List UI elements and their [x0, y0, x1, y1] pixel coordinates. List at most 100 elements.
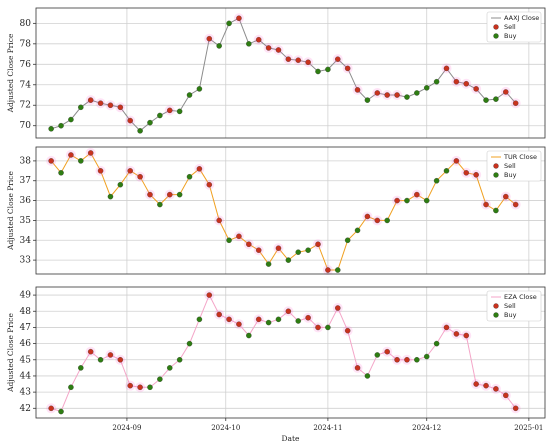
panel: 70 72 74 76 78 80 Adjusted Close Price AAXJ Clo…: [6, 7, 546, 139]
sell-marker: [453, 331, 460, 337]
sell-marker: [503, 392, 509, 399]
price-line: [51, 293, 517, 413]
sell-marker: [255, 316, 262, 323]
legend-box: [486, 150, 542, 182]
sell-marker: [137, 174, 143, 180]
y-tick-label: 78: [20, 39, 32, 49]
buy-marker: [58, 122, 64, 129]
legend-box: [486, 11, 542, 43]
sell-marker: [107, 102, 114, 108]
buy-marker: [335, 267, 341, 273]
sell-marker: [483, 382, 489, 389]
buy-marker: [354, 227, 361, 234]
sell-marker: [325, 267, 331, 273]
sell-marker: [206, 181, 213, 188]
panel: 42 43 44 45 46 47 48 49 2024-09 2024-10 2024-11 202…: [6, 286, 546, 443]
buy-marker: [433, 177, 440, 184]
legend-label: TUR Close: [503, 153, 537, 161]
sell-marker: [295, 57, 301, 63]
sell-marker: [315, 241, 321, 247]
buy-marker: [157, 376, 163, 382]
buy-marker: [423, 85, 430, 91]
sell-marker: [463, 332, 470, 339]
sell-marker: [443, 65, 450, 72]
y-tick-label: 44: [20, 371, 32, 381]
buy-marker: [78, 104, 84, 111]
buy-marker: [344, 237, 351, 244]
x-tick-label: 2024-09: [112, 424, 141, 432]
sell-marker: [493, 386, 499, 392]
buy-marker: [384, 217, 390, 224]
y-tick-label: 35: [20, 216, 32, 226]
y-tick-label: 38: [20, 156, 32, 166]
sell-marker: [404, 357, 410, 363]
plot-frame: [35, 146, 546, 275]
y-axis-label: Adjusted Close Price: [6, 313, 15, 393]
buy-marker: [265, 261, 272, 267]
buy-marker: [246, 332, 252, 339]
buy-marker: [295, 318, 301, 324]
x-tick-label: 2024-11: [313, 424, 342, 432]
sell-marker: [335, 56, 341, 62]
sell-marker: [206, 292, 213, 298]
legend-label: EZA Close: [504, 293, 537, 301]
buy-marker: [423, 197, 430, 204]
sell-marker: [255, 247, 262, 253]
y-tick-label: 80: [20, 19, 32, 29]
sell-marker: [127, 168, 133, 174]
y-tick-label: 33: [20, 256, 32, 266]
y-tick-label: 76: [20, 60, 32, 70]
buy-marker: [364, 373, 371, 379]
sell-marker: [512, 100, 519, 106]
sell-marker: [206, 35, 213, 42]
buy-marker: [305, 247, 311, 253]
x-axis-label: Date: [282, 434, 300, 443]
sell-marker: [216, 217, 222, 224]
sell-marker: [167, 107, 173, 114]
sell-marker: [305, 314, 311, 321]
sell-marker: [473, 172, 479, 178]
y-axis-label: Adjusted Close Price: [6, 33, 15, 113]
sell-marker: [117, 357, 124, 363]
buy-marker: [196, 86, 203, 92]
sell-marker: [315, 324, 321, 331]
sell-marker: [87, 150, 94, 156]
sell-marker: [68, 152, 74, 158]
sell-marker: [127, 117, 133, 124]
y-tick-label: 72: [20, 101, 31, 111]
sell-marker: [354, 87, 361, 93]
sell-marker: [236, 233, 242, 240]
buy-marker: [186, 340, 193, 347]
y-tick-label: 46: [20, 339, 32, 349]
sell-marker: [394, 357, 400, 363]
legend-label: Buy: [504, 171, 517, 179]
legend-marker: [493, 24, 499, 30]
buy-marker: [226, 20, 232, 27]
buy-marker: [285, 257, 292, 263]
sell-marker: [503, 193, 509, 200]
sell-marker: [117, 104, 124, 111]
buy-marker: [48, 126, 54, 132]
sell-marker: [384, 348, 390, 355]
sell-marker: [97, 168, 104, 174]
sell-marker: [236, 15, 242, 21]
sell-marker: [275, 47, 282, 53]
sell-marker: [275, 245, 282, 251]
sell-marker: [473, 381, 479, 387]
plot-frame: [35, 7, 546, 139]
sell-marker: [97, 100, 104, 106]
y-tick-label: 34: [20, 236, 32, 246]
buy-marker: [196, 316, 203, 323]
x-tick-label: 2024-12: [412, 424, 441, 432]
buy-marker: [404, 197, 410, 204]
buy-marker: [157, 112, 163, 119]
sell-marker: [48, 405, 54, 412]
sell-marker: [335, 305, 341, 311]
buy-marker: [226, 237, 232, 244]
y-tick-label: 42: [20, 404, 31, 414]
sell-marker: [354, 365, 361, 371]
y-tick-label: 43: [20, 388, 32, 398]
sell-marker: [305, 59, 311, 66]
